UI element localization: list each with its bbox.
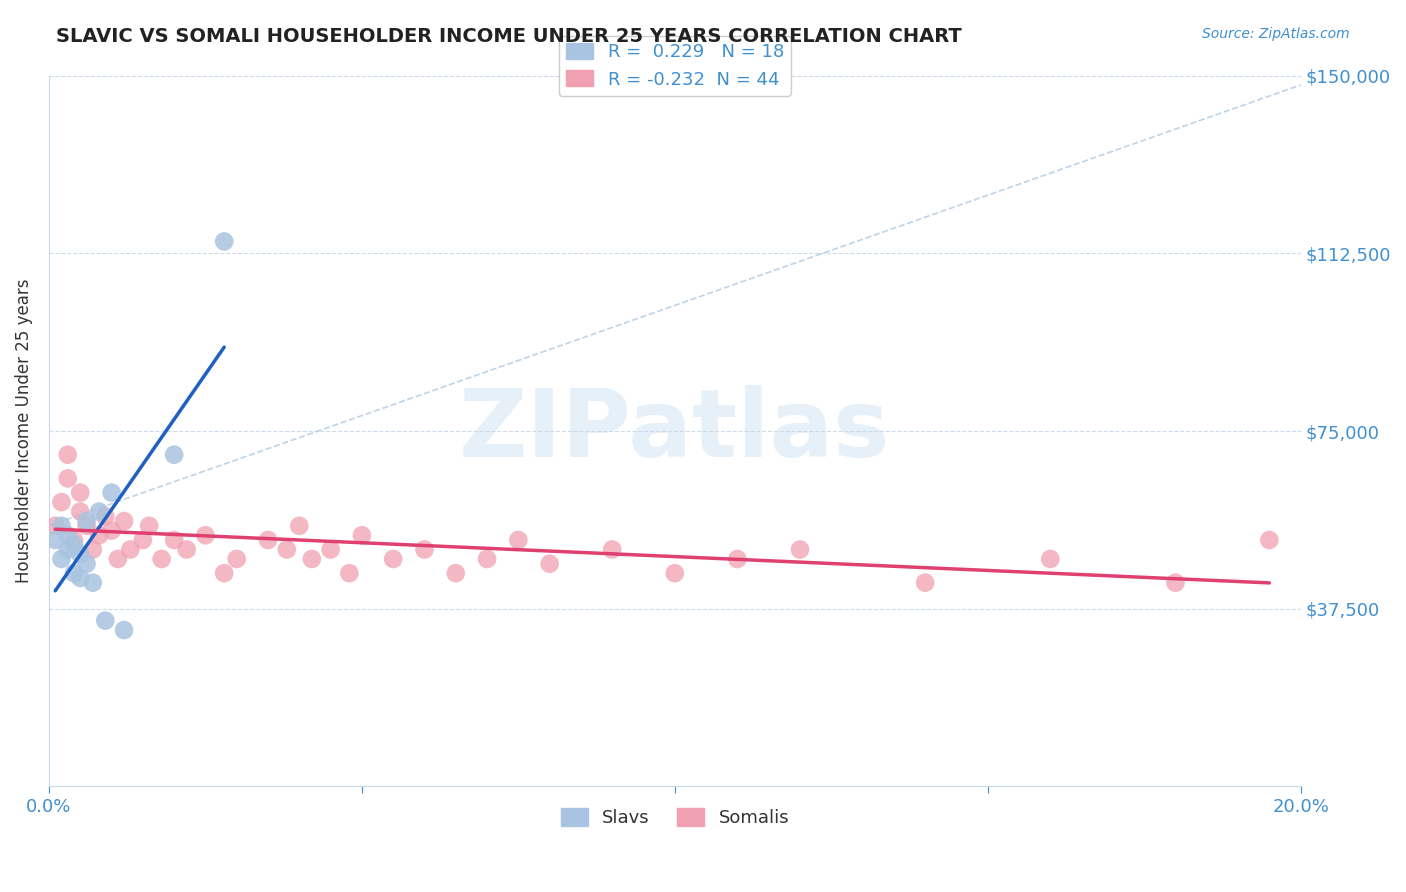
- Point: [382, 552, 405, 566]
- Point: [163, 533, 186, 547]
- Point: [51, 552, 73, 566]
- Point: [150, 552, 173, 566]
- Point: [1164, 575, 1187, 590]
- Point: [69, 505, 91, 519]
- Point: [87, 505, 110, 519]
- Point: [120, 542, 142, 557]
- Point: [51, 495, 73, 509]
- Point: [212, 566, 235, 581]
- Point: [63, 533, 86, 547]
- Point: [508, 533, 530, 547]
- Point: [94, 509, 117, 524]
- Point: [132, 533, 155, 547]
- Point: [69, 547, 91, 561]
- Point: [56, 448, 79, 462]
- Point: [44, 518, 66, 533]
- Point: [337, 566, 360, 581]
- Point: [82, 575, 104, 590]
- Point: [76, 518, 98, 533]
- Point: [276, 542, 298, 557]
- Point: [107, 552, 129, 566]
- Point: [319, 542, 342, 557]
- Point: [257, 533, 280, 547]
- Point: [413, 542, 436, 557]
- Point: [1258, 533, 1281, 547]
- Point: [163, 448, 186, 462]
- Point: [76, 557, 98, 571]
- Point: [444, 566, 467, 581]
- Point: [475, 552, 498, 566]
- Point: [138, 518, 160, 533]
- Point: [63, 538, 86, 552]
- Point: [56, 471, 79, 485]
- Point: [82, 542, 104, 557]
- Point: [914, 575, 936, 590]
- Point: [112, 514, 135, 528]
- Point: [301, 552, 323, 566]
- Point: [56, 542, 79, 557]
- Point: [725, 552, 748, 566]
- Point: [56, 528, 79, 542]
- Point: [63, 566, 86, 581]
- Point: [664, 566, 686, 581]
- Point: [87, 528, 110, 542]
- Text: ZIPatlas: ZIPatlas: [460, 385, 890, 477]
- Point: [1039, 552, 1062, 566]
- Point: [194, 528, 217, 542]
- Point: [538, 557, 561, 571]
- Text: SLAVIC VS SOMALI HOUSEHOLDER INCOME UNDER 25 YEARS CORRELATION CHART: SLAVIC VS SOMALI HOUSEHOLDER INCOME UNDE…: [56, 27, 962, 45]
- Legend: Slavs, Somalis: Slavs, Somalis: [554, 800, 796, 834]
- Point: [44, 533, 66, 547]
- Point: [94, 614, 117, 628]
- Point: [100, 485, 122, 500]
- Point: [76, 514, 98, 528]
- Point: [112, 623, 135, 637]
- Point: [789, 542, 811, 557]
- Point: [212, 235, 235, 249]
- Point: [350, 528, 373, 542]
- Point: [176, 542, 198, 557]
- Point: [225, 552, 247, 566]
- Point: [69, 485, 91, 500]
- Point: [600, 542, 623, 557]
- Y-axis label: Householder Income Under 25 years: Householder Income Under 25 years: [15, 279, 32, 583]
- Point: [51, 518, 73, 533]
- Point: [288, 518, 311, 533]
- Text: Source: ZipAtlas.com: Source: ZipAtlas.com: [1202, 27, 1350, 41]
- Point: [69, 571, 91, 585]
- Point: [100, 524, 122, 538]
